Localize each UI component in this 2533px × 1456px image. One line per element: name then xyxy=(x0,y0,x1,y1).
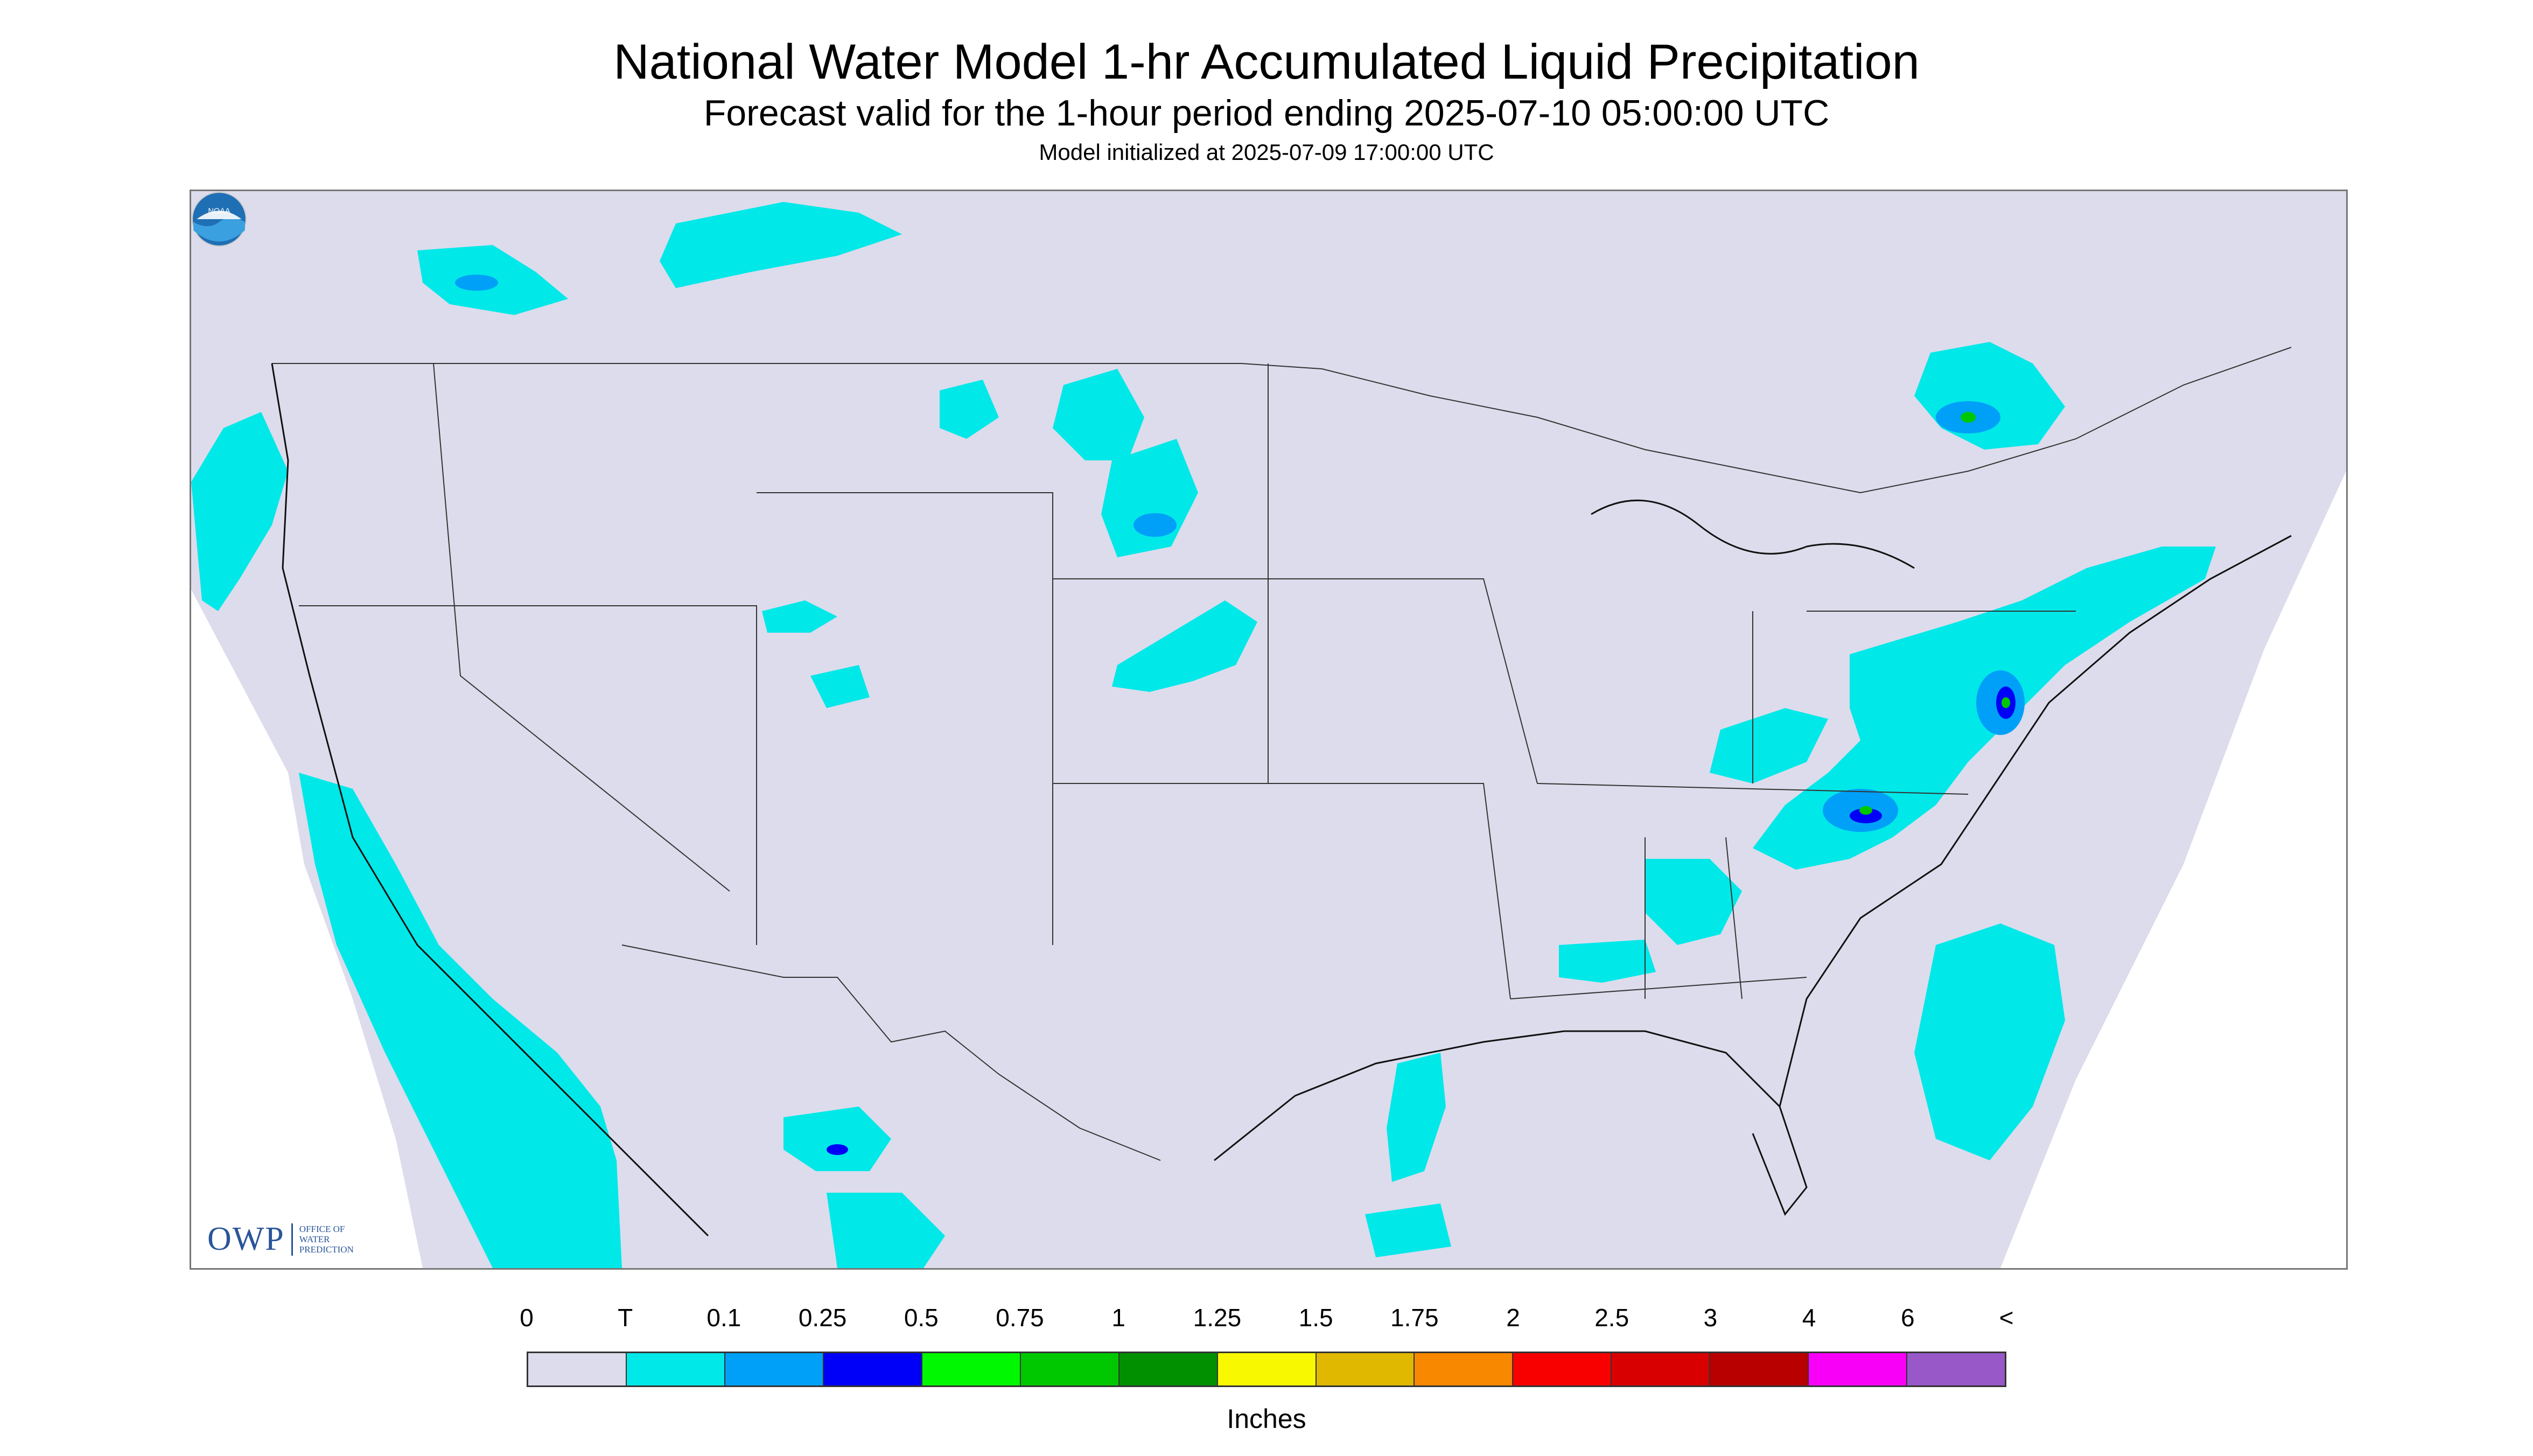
precip-heavy-nj xyxy=(2002,697,2010,708)
legend-tick-0: 0 xyxy=(520,1304,534,1332)
legend-swatch-0 xyxy=(528,1353,627,1385)
color-legend xyxy=(527,1352,2006,1387)
precip-moderate-mexico xyxy=(827,1144,848,1155)
state-line-1 xyxy=(299,605,757,945)
precip-georgia xyxy=(1645,859,1742,945)
state-line-5 xyxy=(1268,363,1538,784)
gulf-coastline xyxy=(1214,1030,1808,1216)
precip-ontario xyxy=(1914,342,2065,450)
legend-tick-12: 3 xyxy=(1703,1304,1718,1332)
legend-swatch-2 xyxy=(725,1353,824,1385)
precip-mexico xyxy=(783,1107,891,1171)
legend-tick-1: T xyxy=(618,1304,633,1332)
precip-heavy-ontario xyxy=(1961,412,1976,423)
forecast-valid-time: Forecast valid for the 1-hour period end… xyxy=(703,93,1830,134)
noaa-logo: NOAA xyxy=(192,192,247,247)
precip-light-sd xyxy=(1133,513,1177,537)
owp-sub-line-1: OFFICE OF xyxy=(299,1224,345,1234)
precip-heavy-areas xyxy=(1859,412,2010,815)
domain-mask-right xyxy=(2000,471,2346,1268)
legend-tick-6: 1 xyxy=(1111,1304,1125,1332)
legend-swatch-11 xyxy=(1612,1353,1711,1385)
precip-gulf-south xyxy=(1365,1203,1451,1257)
legend-tick-9: 1.75 xyxy=(1390,1304,1439,1332)
legend-tick-labels: 0 T 0.1 0.25 0.5 0.75 1 1.25 1.5 1.75 2 2.5 3 4 6 < xyxy=(0,1303,2533,1335)
owp-sub-line-2: WATER xyxy=(299,1234,330,1244)
state-line-12 xyxy=(433,363,730,892)
legend-swatch-14 xyxy=(1907,1353,2005,1385)
legend-swatch-7 xyxy=(1217,1353,1317,1385)
legend-swatch-8 xyxy=(1316,1353,1415,1385)
legend-swatch-10 xyxy=(1513,1353,1612,1385)
legend-swatch-6 xyxy=(1119,1353,1218,1385)
precip-mexico-2 xyxy=(827,1193,945,1268)
legend-units: Inches xyxy=(1227,1404,1306,1434)
precip-montana xyxy=(940,380,999,439)
legend-swatch-12 xyxy=(1710,1353,1809,1385)
map-svg xyxy=(191,202,2346,1268)
legend-tick-5: 0.75 xyxy=(996,1304,1044,1332)
state-line-4 xyxy=(1053,783,1511,999)
precip-ohio-valley xyxy=(1710,708,1828,783)
legend-tick-8: 1.5 xyxy=(1298,1304,1333,1332)
atlantic-coastline xyxy=(1779,535,2292,1107)
precip-colorado xyxy=(810,665,870,708)
us-mexico-border xyxy=(621,944,1161,1161)
state-line-9 xyxy=(1725,837,1743,999)
legend-swatch-5 xyxy=(1020,1353,1119,1385)
coastlines xyxy=(271,363,2292,1237)
owp-logo-divider xyxy=(291,1223,293,1256)
precip-montana-2 xyxy=(1053,369,1144,460)
precip-atlantic-offshore xyxy=(1914,923,2065,1160)
pacific-coastline xyxy=(271,363,709,1237)
legend-tick-11: 2.5 xyxy=(1594,1304,1629,1332)
legend-swatch-9 xyxy=(1415,1353,1514,1385)
owp-logo-subtext: OFFICE OF WATER PREDICTION xyxy=(299,1224,354,1255)
legend-swatch-13 xyxy=(1809,1353,1908,1385)
precip-light-canada xyxy=(455,275,498,291)
precip-nebraska xyxy=(1112,600,1257,692)
map-title: National Water Model 1-hr Accumulated Li… xyxy=(613,34,1920,89)
precip-gulf xyxy=(1387,1053,1446,1182)
legend-tick-14: 6 xyxy=(1901,1304,1915,1332)
legend-swatch-4 xyxy=(922,1353,1021,1385)
owp-logo: OWP OFFICE OF WATER PREDICTION xyxy=(207,1220,354,1258)
legend-tick-2: 0.1 xyxy=(706,1304,741,1332)
precip-alabama xyxy=(1559,940,1656,983)
legend-swatch-1 xyxy=(626,1353,725,1385)
precip-california-coast xyxy=(299,773,622,1268)
legend-tick-10: 2 xyxy=(1506,1304,1520,1332)
great-lakes xyxy=(1591,499,1915,569)
owp-sub-line-3: PREDICTION xyxy=(299,1244,354,1255)
model-init-time: Model initialized at 2025-07-09 17:00:00… xyxy=(1039,139,1494,165)
precip-heavy-nc xyxy=(1859,806,1872,815)
precip-wyoming xyxy=(762,600,837,633)
state-line-7 xyxy=(1510,977,1807,999)
legend-swatch-3 xyxy=(823,1353,922,1385)
domain-mask-left-2 xyxy=(191,590,423,1268)
legend-tick-3: 0.25 xyxy=(798,1304,847,1332)
boundary-lines xyxy=(272,347,2292,1161)
legend-tick-15: < xyxy=(1999,1304,2014,1332)
legend-tick-7: 1.25 xyxy=(1193,1304,1242,1332)
legend-tick-13: 4 xyxy=(1802,1304,1816,1332)
precip-pacific-coast xyxy=(191,412,288,611)
state-line-2 xyxy=(757,492,1053,945)
state-line-6 xyxy=(1537,783,1969,795)
legend-tick-4: 0.5 xyxy=(904,1304,939,1332)
noaa-logo-text: NOAA xyxy=(208,207,230,216)
precip-moderate-nc xyxy=(1850,808,1882,823)
us-canada-border xyxy=(272,347,2292,494)
precip-trace-areas xyxy=(191,202,2216,1268)
owp-logo-text: OWP xyxy=(207,1221,285,1257)
precip-canada-n xyxy=(660,202,902,288)
precipitation-map: OWP OFFICE OF WATER PREDICTION NOAA xyxy=(190,190,2348,1270)
